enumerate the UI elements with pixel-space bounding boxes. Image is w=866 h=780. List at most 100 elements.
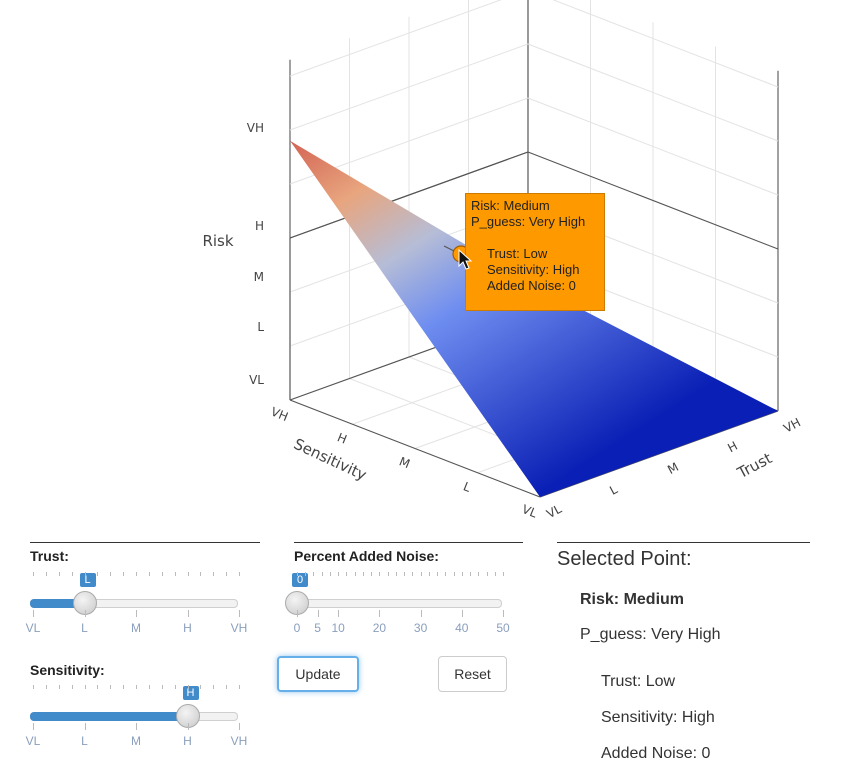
trust-slider-tick-label: VL (25, 621, 41, 635)
sensitivity-slider-minor-tick (33, 685, 34, 689)
wall-grid-line (527, 97, 779, 196)
noise-slider-major-tick (461, 610, 463, 617)
tooltip-risk: Risk: Medium (471, 198, 550, 213)
trust-slider-tick-label: H (183, 621, 192, 635)
noise-slider-major-tick (503, 610, 504, 617)
trust-tick-vh: VH (781, 415, 803, 435)
sensitivity-slider-minor-tick (45, 685, 47, 689)
trust-slider-major-tick (239, 610, 240, 617)
sensitivity-slider-major-tick (84, 723, 86, 730)
trust-tick-vl: VL (544, 502, 564, 522)
sensitivity-slider-major-tick (187, 723, 189, 730)
update-button[interactable]: Update (277, 656, 359, 692)
trust-slider-fill (30, 599, 84, 608)
hover-spike (443, 245, 455, 252)
sensitivity-slider-minor-tick (239, 685, 240, 689)
wall-grid-line (289, 43, 529, 131)
noise-slider-minor-tick (371, 572, 373, 576)
wall-grid-line (289, 0, 502, 77)
noise-slider-minor-tick (470, 572, 472, 576)
noise-slider-major-tick (379, 610, 381, 617)
sensitivity-slider-value-bubble: H (182, 686, 199, 700)
noise-slider-major-tick (338, 610, 340, 617)
selected-sensitivity: Sensitivity: High (601, 709, 715, 726)
trust-label: Trust: (30, 548, 69, 564)
selected-point-title: Selected Point: (557, 548, 692, 570)
noise-slider-major-tick (297, 610, 298, 617)
noise-slider-minor-tick (445, 572, 447, 576)
wall-grid-line (552, 0, 779, 88)
noise-slider-minor-tick (321, 572, 323, 576)
trust-slider-minor-tick (148, 572, 150, 576)
noise-slider-value-bubble: 0 (292, 573, 308, 587)
noise-slider-tick-label: 5 (314, 621, 321, 635)
noise-slider-minor-tick (379, 572, 381, 576)
trust-axis-title: Trust (734, 449, 776, 482)
noise-slider-minor-tick (338, 572, 340, 576)
surface-plot[interactable]: VLLMHVHVLLMHVHVLLMHVHTrustSensitivityRis… (0, 0, 866, 530)
noise-slider-minor-tick (395, 572, 397, 576)
noise-label: Percent Added Noise: (294, 548, 439, 564)
noise-slider-tick-label: 0 (293, 621, 301, 635)
sensitivity-slider-minor-tick (58, 685, 60, 689)
sensitivity-slider-tick-label: M (131, 734, 141, 748)
noise-slider-tick-label: 20 (372, 621, 387, 635)
mouse-cursor-icon (458, 249, 473, 270)
risk-surface[interactable] (290, 140, 778, 498)
trust-slider-minor-tick (123, 572, 125, 576)
noise-slider-major-tick (317, 610, 319, 617)
noise-divider (294, 542, 523, 543)
noise-slider-minor-tick (297, 572, 298, 576)
noise-slider-minor-tick (412, 572, 414, 576)
risk-tick-m: M (254, 270, 264, 284)
trust-slider-handle[interactable] (72, 591, 97, 615)
tooltip-noise: Added Noise: 0 (487, 278, 576, 293)
sensitivity-slider-minor-tick (110, 685, 112, 689)
noise-slider-tick-label: 50 (496, 621, 510, 635)
sensitivity-slider-minor-tick (200, 685, 202, 689)
noise-slider-minor-tick (387, 572, 389, 576)
noise-slider-track[interactable] (294, 599, 502, 608)
trust-slider-minor-tick (84, 572, 86, 576)
selected-risk: Risk: Medium (580, 591, 685, 608)
sensitivity-slider-minor-tick (71, 685, 73, 689)
sensitivity-slider-major-tick (136, 723, 137, 730)
box-edge (289, 151, 529, 239)
sensitivity-slider[interactable]: H VL L M H VH (26, 685, 247, 748)
noise-slider-minor-tick (437, 572, 439, 576)
noise-slider-minor-tick (346, 572, 348, 576)
trust-slider-minor-tick (213, 572, 215, 576)
selected-pguess: P_guess: Very High (580, 626, 721, 643)
tooltip-sensitivity: Sensitivity: High (487, 262, 580, 277)
sensitivity-slider-minor-tick (84, 685, 86, 689)
wall-grid-line (527, 151, 779, 250)
sensitivity-slider-minor-tick (123, 685, 125, 689)
trust-slider[interactable]: L VL L M H VH (26, 572, 247, 635)
noise-slider-minor-tick (404, 572, 406, 576)
tooltip-pguess: P_guess: Very High (471, 214, 586, 229)
tooltip-trust: Trust: Low (487, 246, 548, 261)
reset-button[interactable]: Reset (438, 656, 507, 692)
sensitivity-slider-minor-tick (136, 685, 137, 689)
sensitivity-slider-minor-tick (187, 685, 189, 689)
noise-slider[interactable]: 0 0 5 10 20 30 40 50 (285, 572, 510, 635)
sensitivity-label: Sensitivity: (30, 662, 105, 678)
sensitivity-slider-minor-tick (97, 685, 99, 689)
trust-slider-major-tick (187, 610, 189, 617)
sensitivity-slider-minor-tick (213, 685, 215, 689)
trust-slider-minor-tick (161, 572, 163, 576)
noise-slider-minor-tick (478, 572, 480, 576)
trust-tick-m: M (665, 460, 681, 477)
sensitivity-slider-fill (30, 712, 187, 721)
trust-slider-minor-tick (226, 572, 228, 576)
sensitivity-slider-tick-label: VL (25, 734, 41, 748)
sensitivity-slider-minor-tick (161, 685, 163, 689)
noise-slider-minor-tick (362, 572, 364, 576)
noise-slider-tick-label: 40 (455, 621, 469, 635)
noise-slider-minor-tick (494, 572, 496, 576)
point-tooltip: Risk: Medium P_guess: Very High Trust: L… (465, 193, 605, 311)
trust-slider-tick-label: M (131, 621, 141, 635)
trust-slider-major-tick (33, 610, 34, 617)
noise-slider-minor-tick (420, 572, 422, 576)
noise-slider-minor-tick (354, 572, 356, 576)
